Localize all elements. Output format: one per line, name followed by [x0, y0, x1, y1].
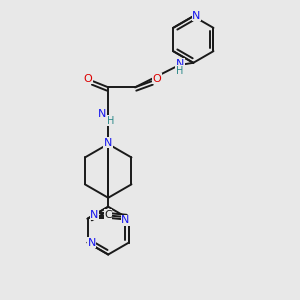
- Text: N: N: [121, 215, 130, 225]
- Text: N: N: [192, 11, 200, 21]
- Text: O: O: [152, 74, 161, 84]
- Text: N: N: [176, 59, 184, 69]
- Text: N: N: [88, 238, 96, 248]
- Text: H: H: [107, 116, 114, 126]
- Text: N: N: [90, 210, 99, 220]
- Text: C: C: [104, 210, 112, 220]
- Text: N: N: [104, 137, 112, 148]
- Text: N: N: [98, 109, 106, 118]
- Text: O: O: [83, 74, 92, 84]
- Text: H: H: [176, 66, 184, 76]
